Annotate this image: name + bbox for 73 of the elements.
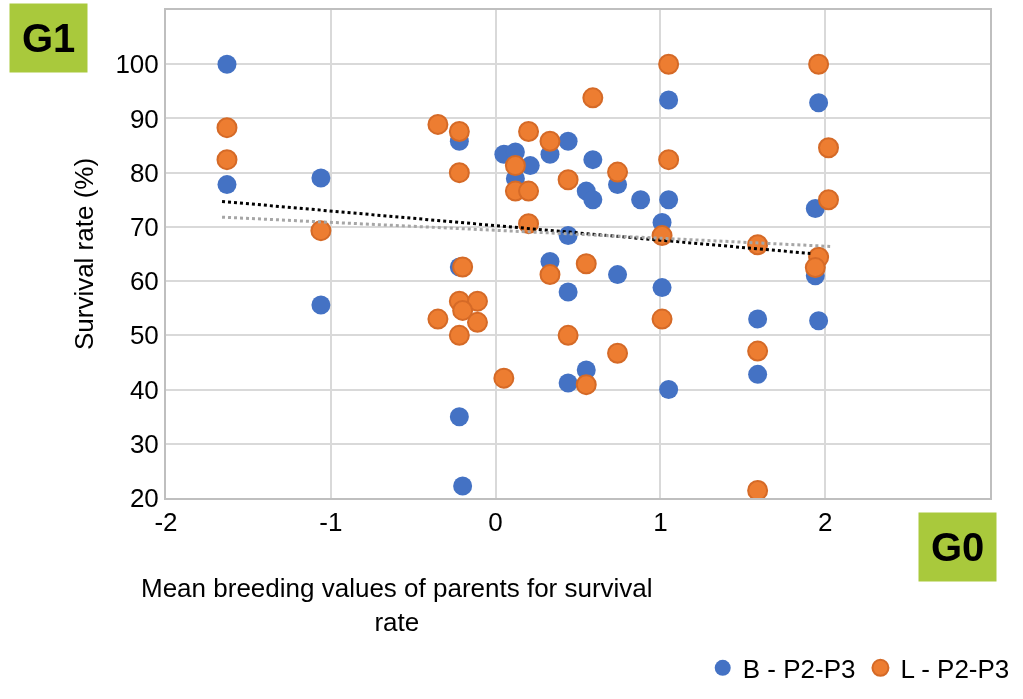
text: G1 (22, 16, 76, 60)
point (659, 380, 679, 400)
x-tick-label: 1 (653, 507, 668, 538)
y-tick-label: 60 (129, 266, 159, 297)
x-axis-title: Mean breeding values of parents for survival rate (141, 573, 653, 637)
point (453, 476, 473, 496)
point (818, 137, 839, 159)
y-tick-label: 50 (129, 320, 159, 351)
legend-label: L - P2-P3 (900, 653, 1010, 684)
point (452, 256, 474, 278)
y-tick-label: 30 (129, 428, 159, 459)
y-tick-label: 100 (115, 49, 159, 80)
point (448, 162, 470, 184)
point (583, 150, 603, 170)
y-tick-label: 90 (129, 103, 159, 134)
point (582, 87, 604, 109)
point (748, 309, 768, 329)
text: G0 (931, 525, 985, 569)
point (449, 407, 469, 427)
point (558, 131, 578, 151)
x-tick-label: -1 (319, 507, 343, 538)
y-tick-label: 70 (129, 211, 159, 242)
point (747, 340, 769, 362)
point (748, 364, 768, 384)
point (575, 374, 597, 396)
y-axis-title: Survival rate (%) (69, 157, 100, 351)
point (311, 168, 331, 188)
point (818, 189, 839, 211)
point (310, 220, 332, 242)
point (466, 311, 488, 333)
point (652, 278, 672, 298)
point (493, 367, 515, 389)
y-tick-label: 80 (129, 157, 159, 188)
legend-label: B - P2-P3 (742, 653, 856, 684)
point (518, 120, 540, 142)
point (607, 342, 629, 364)
point (575, 253, 597, 275)
point (217, 175, 237, 195)
point (311, 295, 331, 315)
point (608, 265, 628, 285)
point (504, 155, 526, 177)
point (583, 190, 603, 210)
point (651, 308, 673, 330)
point (658, 53, 680, 75)
point (631, 190, 651, 210)
point (427, 113, 449, 135)
point (427, 308, 449, 330)
point (216, 117, 238, 139)
point (558, 282, 578, 302)
point (217, 54, 237, 74)
point (448, 120, 470, 142)
point (747, 479, 769, 498)
y-tick-label: 40 (129, 374, 159, 405)
x-tick-label: 2 (817, 507, 833, 538)
x-tick-label: 0 (488, 507, 503, 538)
point (466, 290, 488, 312)
point (539, 264, 561, 286)
point (659, 190, 679, 210)
point (804, 257, 826, 279)
point (658, 149, 680, 171)
point (809, 311, 829, 331)
point (809, 93, 829, 113)
point (659, 90, 679, 110)
point (452, 299, 474, 321)
point (557, 324, 579, 346)
point (558, 373, 578, 393)
point (607, 161, 629, 183)
point (216, 149, 238, 171)
point (539, 130, 561, 152)
point (808, 53, 830, 75)
point (557, 169, 579, 191)
point (518, 180, 540, 202)
point (448, 324, 470, 346)
